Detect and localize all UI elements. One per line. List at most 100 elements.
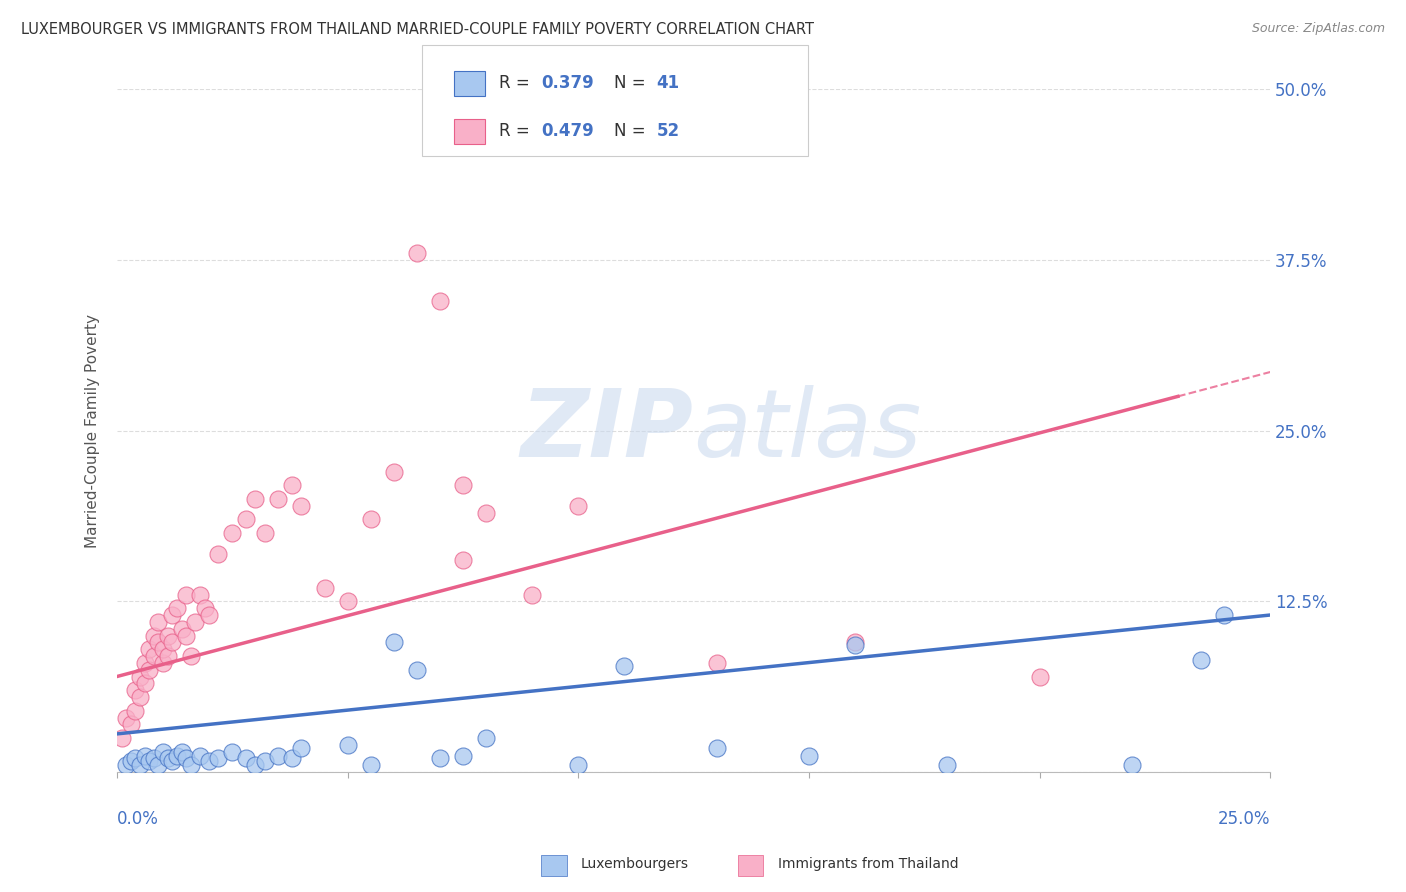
Point bbox=[221, 745, 243, 759]
Point bbox=[797, 748, 820, 763]
Point bbox=[198, 754, 221, 768]
Point bbox=[451, 748, 474, 763]
Text: ZIP: ZIP bbox=[520, 384, 693, 476]
Text: 25.0%: 25.0% bbox=[1218, 810, 1270, 828]
Point bbox=[290, 499, 312, 513]
Text: N =: N = bbox=[614, 74, 651, 92]
Point bbox=[281, 478, 304, 492]
Point bbox=[124, 704, 146, 718]
Point bbox=[429, 293, 451, 308]
Point bbox=[188, 748, 211, 763]
Point bbox=[1028, 669, 1050, 683]
Point bbox=[142, 751, 165, 765]
Text: Immigrants from Thailand: Immigrants from Thailand bbox=[778, 857, 957, 871]
Point bbox=[475, 731, 498, 745]
Text: 0.479: 0.479 bbox=[541, 122, 595, 140]
Point bbox=[156, 751, 179, 765]
Point bbox=[314, 581, 336, 595]
Text: N =: N = bbox=[614, 122, 651, 140]
Point bbox=[184, 615, 207, 629]
Point bbox=[142, 648, 165, 663]
Point bbox=[124, 751, 146, 765]
Y-axis label: Married-Couple Family Poverty: Married-Couple Family Poverty bbox=[86, 313, 100, 548]
Point bbox=[138, 663, 160, 677]
Point bbox=[382, 465, 405, 479]
Point bbox=[405, 663, 427, 677]
Point bbox=[451, 478, 474, 492]
Point bbox=[567, 758, 589, 772]
Point bbox=[451, 553, 474, 567]
Text: atlas: atlas bbox=[693, 385, 922, 476]
Point bbox=[405, 246, 427, 260]
Point bbox=[115, 710, 138, 724]
Point bbox=[188, 587, 211, 601]
Point bbox=[124, 683, 146, 698]
Point bbox=[174, 628, 197, 642]
Point bbox=[152, 656, 174, 670]
Point bbox=[360, 512, 382, 526]
Point bbox=[1189, 653, 1212, 667]
Point bbox=[156, 628, 179, 642]
Point bbox=[207, 751, 229, 765]
Point bbox=[253, 754, 276, 768]
Point bbox=[120, 717, 142, 731]
Point bbox=[162, 635, 184, 649]
Point bbox=[180, 758, 202, 772]
Point bbox=[134, 656, 156, 670]
Point bbox=[253, 526, 276, 541]
Point bbox=[134, 676, 156, 690]
Text: 0.379: 0.379 bbox=[541, 74, 595, 92]
Point bbox=[1213, 607, 1236, 622]
Point bbox=[138, 642, 160, 657]
Point bbox=[162, 754, 184, 768]
Point bbox=[706, 656, 728, 670]
Text: 41: 41 bbox=[657, 74, 679, 92]
Point bbox=[162, 607, 184, 622]
Point bbox=[129, 758, 152, 772]
Text: Luxembourgers: Luxembourgers bbox=[581, 857, 689, 871]
Text: 52: 52 bbox=[657, 122, 679, 140]
Point bbox=[336, 594, 359, 608]
Point bbox=[180, 648, 202, 663]
Point bbox=[336, 738, 359, 752]
Point bbox=[207, 547, 229, 561]
Point bbox=[613, 658, 636, 673]
Point bbox=[198, 607, 221, 622]
Point bbox=[221, 526, 243, 541]
Point bbox=[138, 754, 160, 768]
Point bbox=[245, 491, 267, 506]
Point bbox=[174, 587, 197, 601]
Point bbox=[134, 748, 156, 763]
Point bbox=[174, 751, 197, 765]
Point bbox=[475, 506, 498, 520]
Point bbox=[844, 635, 866, 649]
Point bbox=[245, 758, 267, 772]
Point bbox=[148, 615, 170, 629]
Point bbox=[936, 758, 959, 772]
Point bbox=[267, 491, 290, 506]
Point bbox=[170, 745, 193, 759]
Point bbox=[129, 669, 152, 683]
Point bbox=[148, 758, 170, 772]
Point bbox=[156, 648, 179, 663]
Point bbox=[1121, 758, 1143, 772]
Point bbox=[290, 740, 312, 755]
Point bbox=[142, 628, 165, 642]
Point bbox=[235, 751, 257, 765]
Point bbox=[129, 690, 152, 704]
Point bbox=[120, 754, 142, 768]
Point bbox=[844, 638, 866, 652]
Point bbox=[110, 731, 132, 745]
Point bbox=[281, 751, 304, 765]
Point bbox=[267, 748, 290, 763]
Point bbox=[152, 745, 174, 759]
Point bbox=[152, 642, 174, 657]
Point bbox=[166, 601, 188, 615]
Point bbox=[170, 622, 193, 636]
Point bbox=[115, 758, 138, 772]
Point bbox=[166, 748, 188, 763]
Point bbox=[382, 635, 405, 649]
Point bbox=[520, 587, 543, 601]
Point bbox=[429, 751, 451, 765]
Point bbox=[148, 635, 170, 649]
